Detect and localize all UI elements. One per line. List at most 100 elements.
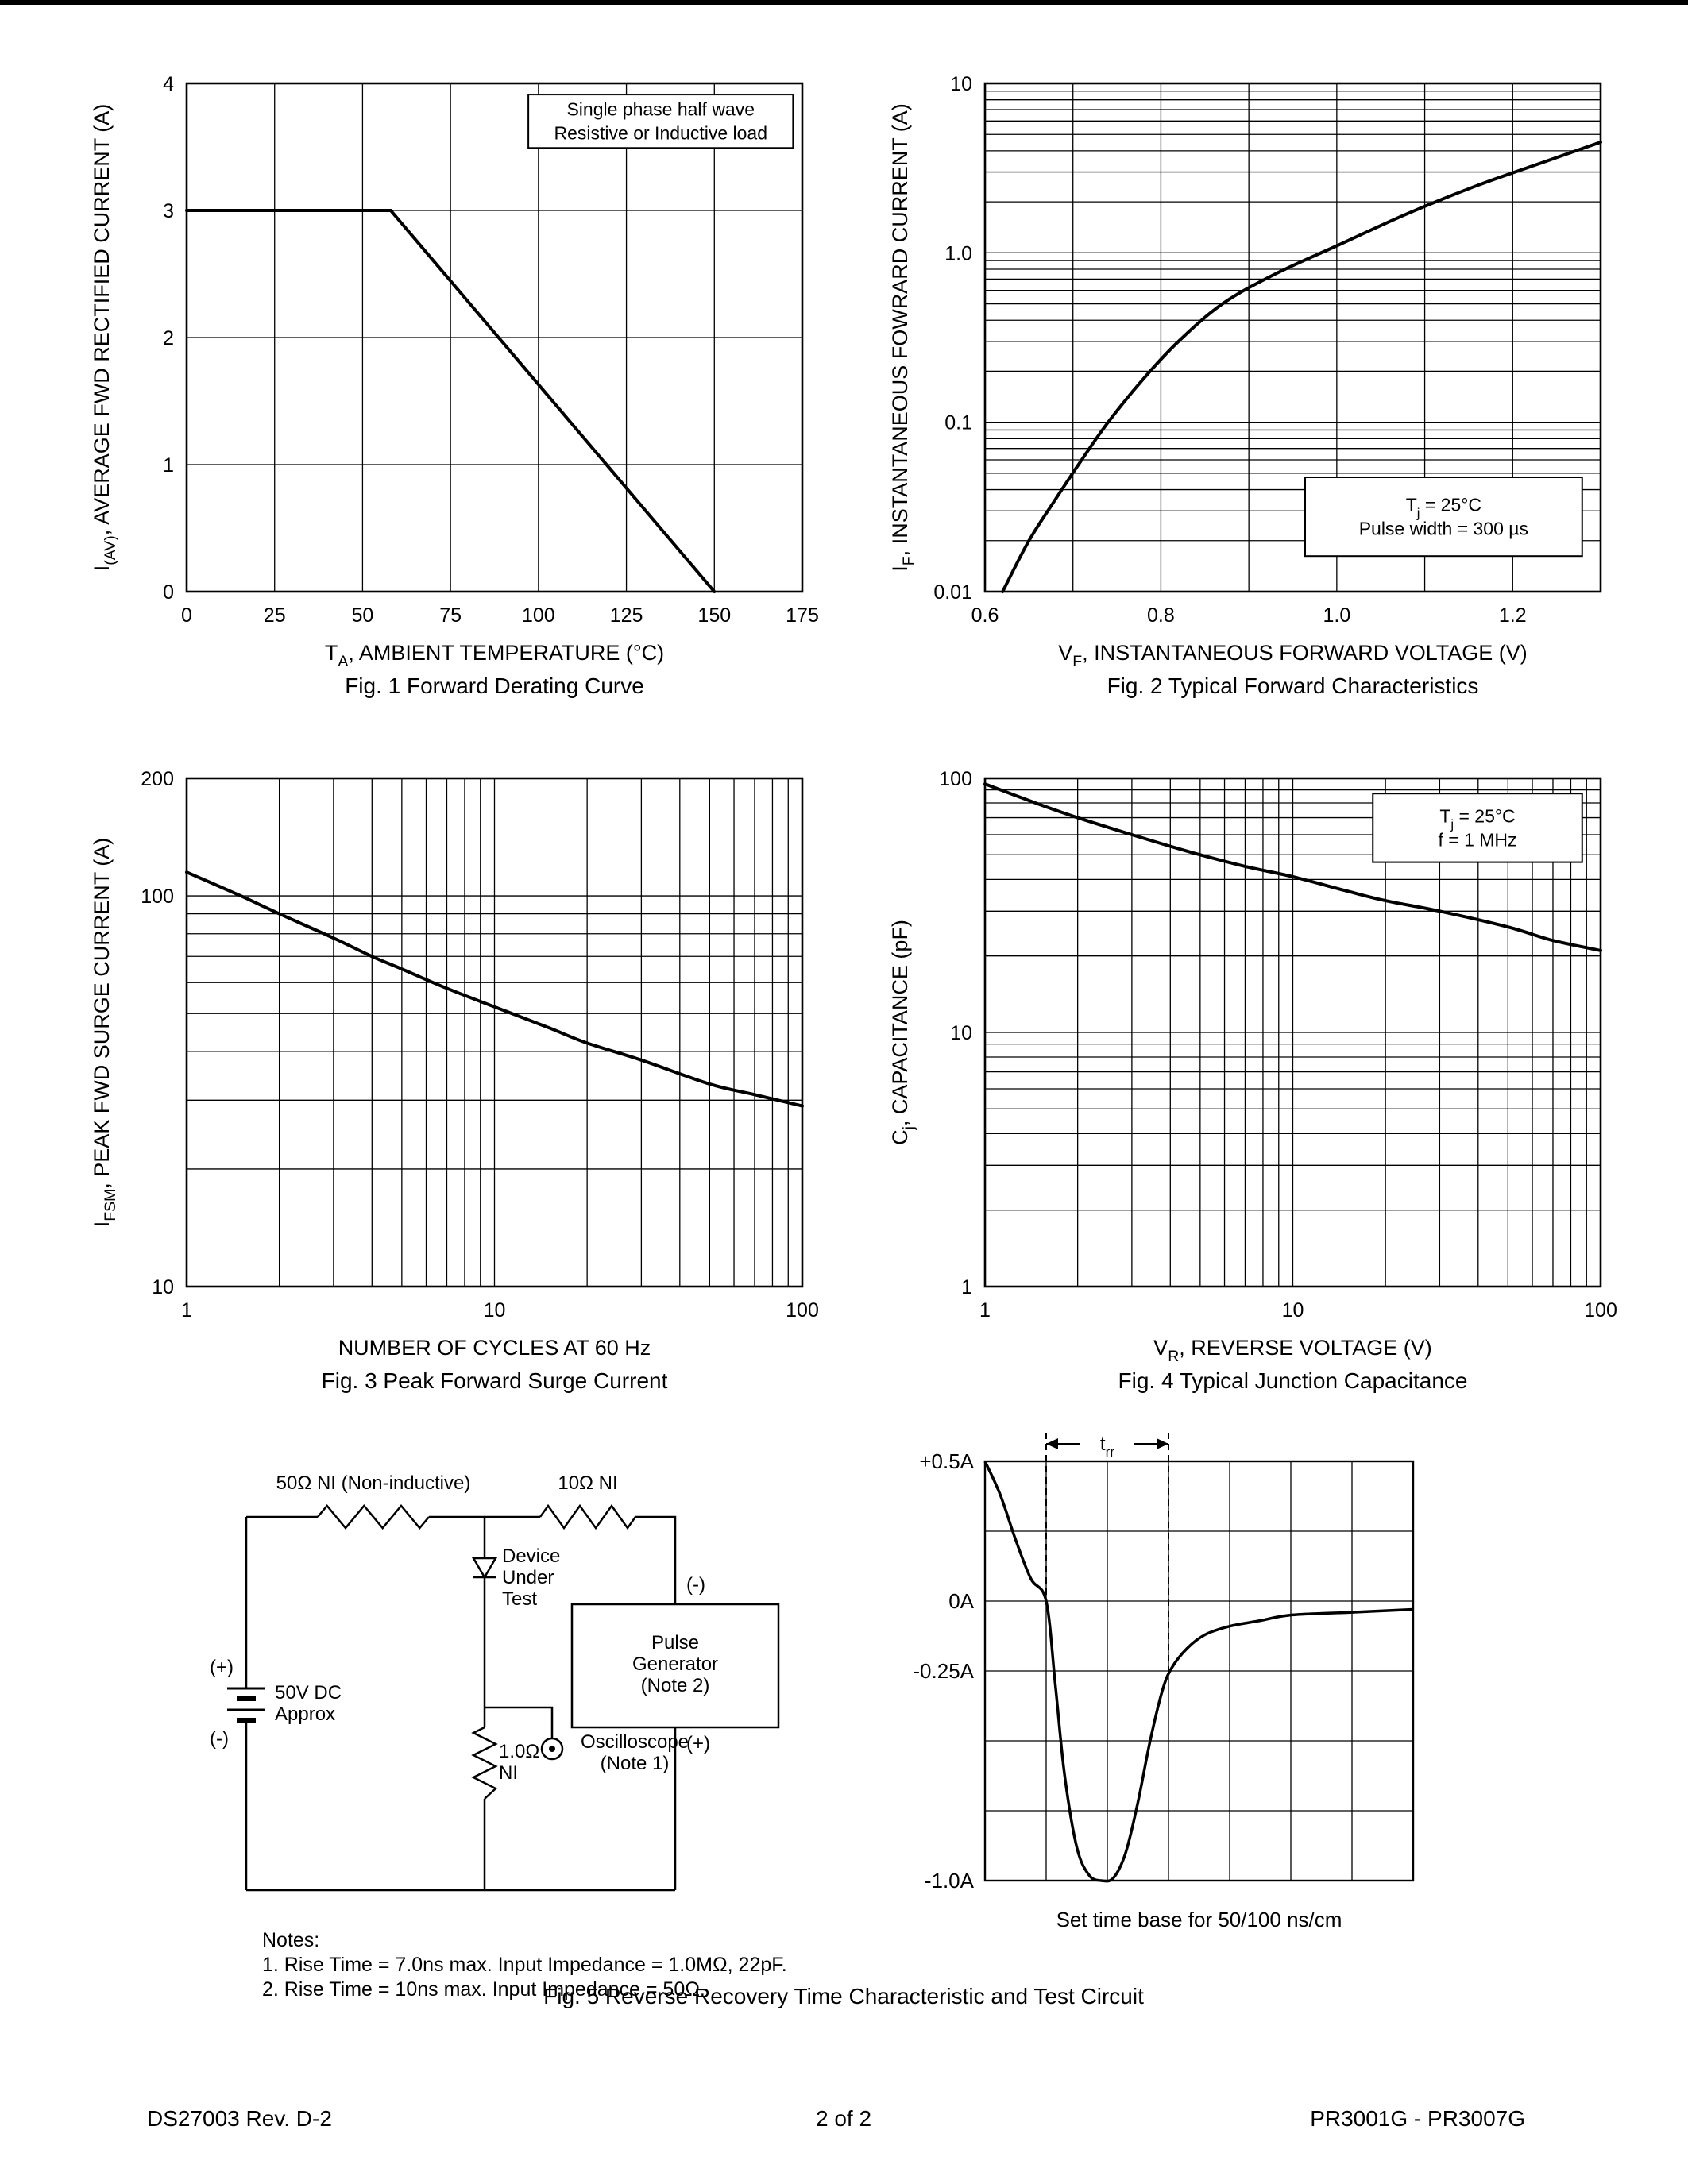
svg-text:200: 200 xyxy=(141,768,174,790)
svg-text:TA, AMBIENT TEMPERATURE (°C): TA, AMBIENT TEMPERATURE (°C) xyxy=(325,641,664,670)
svg-text:0.01: 0.01 xyxy=(933,581,972,604)
svg-text:Tj = 25°C: Tj = 25°C xyxy=(1439,805,1515,832)
svg-text:25: 25 xyxy=(264,604,286,627)
fig3-svg: 1 10 100 10 100 200 NUMBER OF CYCLES AT 60 Hz F… xyxy=(90,768,819,1393)
svg-text:100: 100 xyxy=(1584,1299,1617,1322)
resistor-50ohm-label: 50Ω NI (Non-inductive) xyxy=(276,1472,471,1494)
resistor-10ohm xyxy=(539,1503,637,1530)
svg-text:1.2: 1.2 xyxy=(1499,604,1527,627)
svg-text:0.1: 0.1 xyxy=(944,412,972,434)
fig4-annotation-box xyxy=(1372,793,1583,863)
svg-text:Single phase half wave: Single phase half wave xyxy=(566,99,755,120)
resistor-1ohm-label: 1.0Ω NI xyxy=(499,1741,540,1784)
svg-text:-1.0A: -1.0A xyxy=(925,1869,975,1893)
footer-part-number: PR3001G - PR3007G xyxy=(1310,2106,1525,2131)
fig2-forward-characteristics-chart: 0.6 0.8 1.0 1.2 0.01 0.1 1.0 10 Tj = 25°C Pulse w… xyxy=(866,48,1628,715)
fig1-annotation-box xyxy=(527,94,794,149)
svg-text:0A: 0A xyxy=(948,1589,974,1613)
svg-text:Resistive or Inductive load: Resistive or Inductive load xyxy=(554,123,767,144)
fig5-caption: Fig. 5 Reverse Recovery Time Characteris… xyxy=(543,1984,1144,2008)
svg-text:1: 1 xyxy=(961,1276,972,1298)
svg-text:100: 100 xyxy=(141,886,174,908)
fig4-junction-capacitance-chart: 1 10 100 1 10 100 Tj = 25°C f = 1 MHz VR, REVERS… xyxy=(866,743,1628,1410)
svg-text:10: 10 xyxy=(484,1299,506,1322)
fig5-waveform-chart: +0.5A 0A -0.25A -1.0A trr Set time base for 5… xyxy=(890,1412,1525,1960)
battery-symbol xyxy=(227,1687,265,1723)
svg-text:100: 100 xyxy=(786,1299,819,1322)
svg-text:f = 1 MHz: f = 1 MHz xyxy=(1438,829,1516,850)
battery-voltage-label: 50V DC Approx xyxy=(275,1682,342,1725)
svg-text:10: 10 xyxy=(950,73,972,95)
fig1-forward-derating-chart: 0 25 50 75 100 125 150 175 0 1 2 3 4 Single phase hal… xyxy=(68,48,830,715)
footer-doc-number: DS27003 Rev. D-2 xyxy=(147,2106,332,2131)
svg-text:175: 175 xyxy=(786,604,819,627)
svg-text:150: 150 xyxy=(697,604,731,627)
derating-curve xyxy=(185,209,717,593)
svg-text:Pulse width = 300 µs: Pulse width = 300 µs xyxy=(1359,519,1528,539)
svg-text:Cj, CAPACITANCE (pF): Cj, CAPACITANCE (pF) xyxy=(888,920,917,1145)
test-circuit-svg xyxy=(227,1503,780,1892)
svg-text:0: 0 xyxy=(181,604,192,627)
svg-text:100: 100 xyxy=(522,604,555,627)
svg-text:1: 1 xyxy=(163,454,174,477)
pulse-generator-plus-label: (+) xyxy=(686,1733,710,1754)
svg-text:Fig. 4 Typical Junction Capac: Fig. 4 Typical Junction Capacitance xyxy=(1118,1368,1468,1393)
resistor-50ohm xyxy=(317,1504,430,1530)
forward-characteristic-curve xyxy=(1001,140,1602,593)
resistor-1ohm xyxy=(471,1726,498,1800)
svg-text:VR, REVERSE VOLTAGE (V): VR, REVERSE VOLTAGE (V) xyxy=(1153,1336,1432,1365)
svg-text:10: 10 xyxy=(950,1022,972,1044)
svg-text:NUMBER OF CYCLES AT 60 Hz: NUMBER OF CYCLES AT 60 Hz xyxy=(338,1336,651,1360)
svg-text:75: 75 xyxy=(439,604,462,627)
oscilloscope-label: Oscilloscope (Note 1) xyxy=(580,1731,689,1774)
svg-text:2: 2 xyxy=(163,327,174,349)
svg-text:-0.25A: -0.25A xyxy=(913,1659,974,1683)
battery-plus-label: (+) xyxy=(210,1657,234,1678)
note-1: 1. Rise Time = 7.0ns max. Input Impedanc… xyxy=(262,1954,787,1976)
svg-text:0.8: 0.8 xyxy=(1147,604,1175,627)
oscilloscope-symbol xyxy=(540,1737,564,1761)
pulse-generator-box xyxy=(570,1603,780,1729)
battery-minus-label: (-) xyxy=(210,1728,229,1750)
svg-text:IF, INSTANTANEOUS FOWRARD CURR: IF, INSTANTANEOUS FOWRARD CURRENT (A) xyxy=(888,103,917,571)
svg-text:10: 10 xyxy=(152,1276,174,1298)
svg-text:0.6: 0.6 xyxy=(971,604,999,627)
diode-symbol xyxy=(471,1557,498,1580)
svg-text:0: 0 xyxy=(163,581,174,604)
svg-text:VF, INSTANTANEOUS FORWARD VOLT: VF, INSTANTANEOUS FORWARD VOLTAGE (V) xyxy=(1058,641,1527,670)
fig5-test-circuit: 50Ω NI (Non-inductive) 10Ω NI Device Und… xyxy=(199,1461,898,1922)
svg-text:1: 1 xyxy=(979,1299,991,1322)
fig1-svg: 0 25 50 75 100 125 150 175 0 1 2 3 4 Single phase hal… xyxy=(90,73,819,698)
fig5-waveform-svg: +0.5A 0A -0.25A -1.0A trr Set time base for 5… xyxy=(913,1433,1415,1931)
svg-text:100: 100 xyxy=(939,768,972,790)
svg-text:I(AV), AVERAGE FWD RECTIFIED C: I(AV), AVERAGE FWD RECTIFIED CURRENT (A) xyxy=(90,104,119,572)
device-under-test-label: Device Under Test xyxy=(502,1545,561,1610)
fig4-svg: 1 10 100 1 10 100 Tj = 25°Cf = 1 MHz VR, REVERS… xyxy=(888,768,1617,1393)
svg-text:1.0: 1.0 xyxy=(1323,604,1350,627)
svg-text:50: 50 xyxy=(352,604,374,627)
pulse-generator-label: Pulse Generator (Note 2) xyxy=(632,1632,719,1696)
svg-text:Tj = 25°C: Tj = 25°C xyxy=(1406,495,1481,521)
surge-current-curve xyxy=(185,870,804,1108)
fig2-annotation-box xyxy=(1304,477,1583,558)
fig5-notes: Notes: 1. Rise Time = 7.0ns max. Input I… xyxy=(262,1928,787,2002)
svg-text:Fig. 3 Peak Forward Surge Cur: Fig. 3 Peak Forward Surge Current xyxy=(322,1368,668,1393)
svg-text:125: 125 xyxy=(610,604,643,627)
page-top-edge xyxy=(0,0,1688,5)
pulse-generator-minus-label: (-) xyxy=(686,1574,705,1596)
svg-text:1.0: 1.0 xyxy=(944,242,972,264)
circuit-wires xyxy=(245,1503,677,1892)
svg-text:Fig. 2 Typical Forward Charac: Fig. 2 Typical Forward Characteristics xyxy=(1107,673,1479,698)
fig3-surge-current-chart: 1 10 100 10 100 200 NUMBER OF CYCLES AT 60 Hz F… xyxy=(68,743,830,1410)
footer-page-number: 2 of 2 xyxy=(815,2106,872,2131)
svg-text:trr: trr xyxy=(1100,1433,1114,1460)
svg-text:+0.5A: +0.5A xyxy=(919,1449,974,1473)
svg-text:4: 4 xyxy=(163,73,174,95)
svg-text:Fig. 1 Forward Derating Curve: Fig. 1 Forward Derating Curve xyxy=(345,673,644,698)
svg-text:IFSM, PEAK FWD SURGE CURRENT (: IFSM, PEAK FWD SURGE CURRENT (A) xyxy=(90,838,119,1228)
junction-capacitance-curve xyxy=(983,782,1602,952)
note-2: 2. Rise Time = 10ns max. Input Impedance… xyxy=(262,1978,705,2001)
reverse-recovery-current xyxy=(983,1461,1414,1883)
